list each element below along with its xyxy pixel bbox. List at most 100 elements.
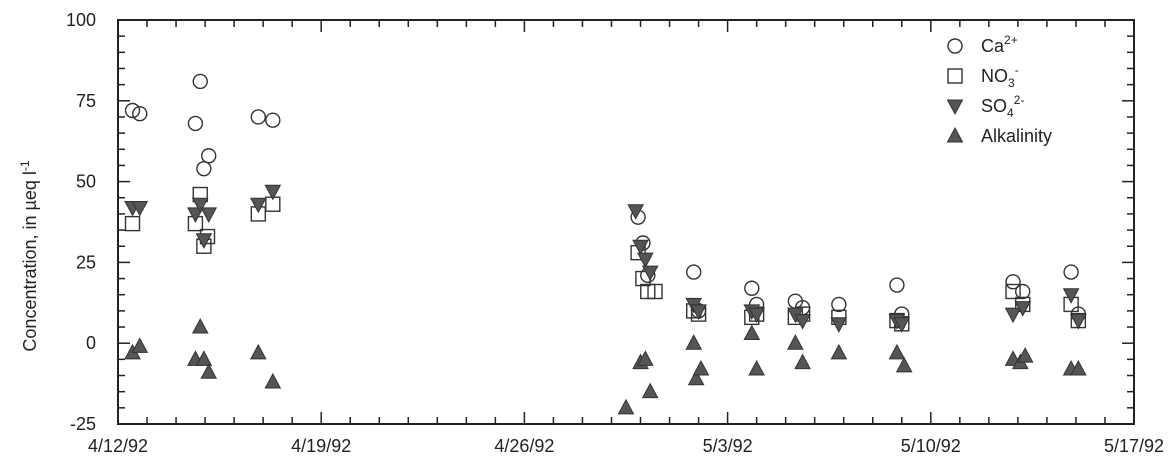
data-point-alkalinity [1016, 347, 1034, 363]
x-tick-label: 4/19/92 [291, 436, 351, 456]
data-point-alkalinity [743, 324, 761, 341]
data-point-ca2- [831, 296, 847, 313]
data-points [124, 73, 1087, 415]
y-tick-label: 100 [66, 10, 96, 30]
y-tick-label: 50 [76, 172, 96, 192]
legend-label: Ca2+ [981, 33, 1018, 56]
x-tick-label: 4/26/92 [494, 436, 554, 456]
data-point-so42- [794, 314, 811, 330]
data-point-ca2- [124, 102, 141, 119]
legend-marker [947, 38, 963, 54]
legend-label-superscript: 2- [1014, 93, 1025, 107]
data-point-alkalinity [786, 334, 804, 350]
legend-label-subscript: 4 [1007, 106, 1014, 120]
data-point-alkalinity [692, 359, 710, 376]
data-point-alkalinity [1070, 359, 1087, 376]
series-alkalinity [124, 317, 1087, 415]
data-point-so42- [1004, 307, 1022, 324]
legend-label: SO42- [981, 93, 1024, 120]
data-point-ca2- [889, 277, 905, 293]
data-point-ca2- [196, 160, 212, 177]
data-point-ca2- [1005, 274, 1021, 290]
data-point-ca2- [1063, 264, 1079, 280]
data-point-alkalinity [617, 398, 635, 415]
data-point-alkalinity [830, 343, 848, 360]
legend-marker [946, 126, 964, 143]
data-point-so42- [893, 317, 911, 333]
data-point-so42- [830, 317, 848, 333]
legend-label-subscript: 3 [1008, 76, 1015, 90]
data-point-so42- [200, 207, 218, 223]
legend-label-superscript: - [1015, 63, 1019, 77]
data-point-so42- [249, 197, 267, 214]
data-point-alkalinity [264, 372, 282, 389]
data-point-ca2- [250, 109, 267, 125]
data-point-ca2- [265, 112, 281, 128]
data-point-alkalinity [748, 359, 765, 376]
data-point-no3- [1005, 283, 1021, 300]
data-point-ca2- [192, 73, 208, 90]
y-axis-title-text: Concentration, in µeq l-1 [18, 160, 40, 351]
y-axis-title-superscript: -1 [18, 160, 32, 171]
data-point-so42- [1062, 288, 1080, 304]
legend-marker [946, 99, 964, 116]
data-point-no3- [124, 215, 141, 232]
data-point-alkalinity [195, 350, 213, 366]
data-point-so42- [748, 307, 765, 324]
legend-label-base: NO [981, 66, 1008, 86]
data-point-alkalinity [888, 343, 906, 360]
x-tick-label: 5/17/92 [1104, 436, 1164, 456]
legend-label-superscript: 2+ [1004, 33, 1018, 47]
legend-label-base: Alkalinity [981, 126, 1052, 146]
data-point-alkalinity [191, 317, 209, 334]
legend: Ca2+ NO3- SO42- Alkalinity [946, 33, 1052, 146]
y-axis-title-main: Concentration, in µeq l [20, 171, 40, 351]
data-point-so42- [195, 233, 213, 249]
data-point-so42- [191, 197, 209, 214]
legend-label: NO3- [981, 63, 1019, 90]
data-point-ca2- [132, 106, 148, 122]
data-point-ca2- [686, 264, 702, 280]
data-point-so42- [637, 252, 654, 269]
legend-marker [947, 68, 963, 84]
data-point-alkalinity [200, 363, 218, 379]
x-tick-label: 5/10/92 [901, 436, 961, 456]
data-point-so42- [1070, 314, 1087, 330]
data-point-alkalinity [637, 350, 654, 366]
data-point-so42- [187, 207, 204, 223]
data-point-so42- [264, 184, 282, 201]
data-point-no3- [647, 283, 663, 300]
data-point-ca2- [744, 280, 760, 296]
data-point-so42- [632, 239, 649, 256]
data-point-ca2- [201, 148, 217, 164]
data-point-so42- [1014, 301, 1032, 317]
data-point-so42- [690, 304, 707, 320]
x-tick-label: 4/12/92 [88, 436, 148, 456]
x-tick-label: 5/3/92 [703, 436, 753, 456]
plot-frame [117, 19, 1135, 425]
data-point-alkalinity [794, 353, 811, 370]
data-point-alkalinity [685, 334, 703, 350]
legend-label-base: SO [981, 96, 1007, 116]
y-tick-label: -25 [70, 414, 96, 434]
y-tick-label: 75 [76, 91, 96, 111]
data-point-alkalinity [249, 343, 267, 360]
series-no3- [124, 186, 1087, 332]
data-point-alkalinity [687, 369, 705, 386]
data-point-so42- [627, 204, 645, 220]
data-point-alkalinity [895, 356, 913, 373]
data-point-ca2- [1015, 283, 1031, 300]
y-tick-label: 0 [86, 333, 96, 353]
axis-tick-labels: 4/12/92 4/19/92 4/26/92 5/3/92 5/10/92 5/17/9… [66, 10, 1164, 456]
legend-label-base: Ca [981, 36, 1005, 56]
data-point-ca2- [187, 115, 204, 132]
series-so42- [124, 184, 1087, 333]
y-axis-title: Concentration, in µeq l-1 [18, 160, 40, 351]
data-point-so42- [641, 265, 659, 282]
data-point-alkalinity [641, 382, 659, 399]
legend-label: Alkalinity [981, 126, 1052, 146]
data-point-so42- [131, 200, 149, 217]
y-tick-label: 25 [76, 252, 96, 272]
data-point-alkalinity [131, 337, 149, 353]
